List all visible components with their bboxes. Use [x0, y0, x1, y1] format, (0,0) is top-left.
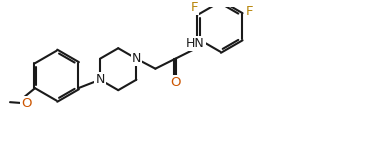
Text: F: F — [246, 5, 254, 18]
Text: O: O — [21, 97, 31, 110]
Text: O: O — [170, 76, 181, 89]
Text: N: N — [95, 73, 105, 86]
Text: F: F — [191, 1, 199, 14]
Text: N: N — [132, 52, 141, 65]
Text: HN: HN — [186, 37, 205, 50]
